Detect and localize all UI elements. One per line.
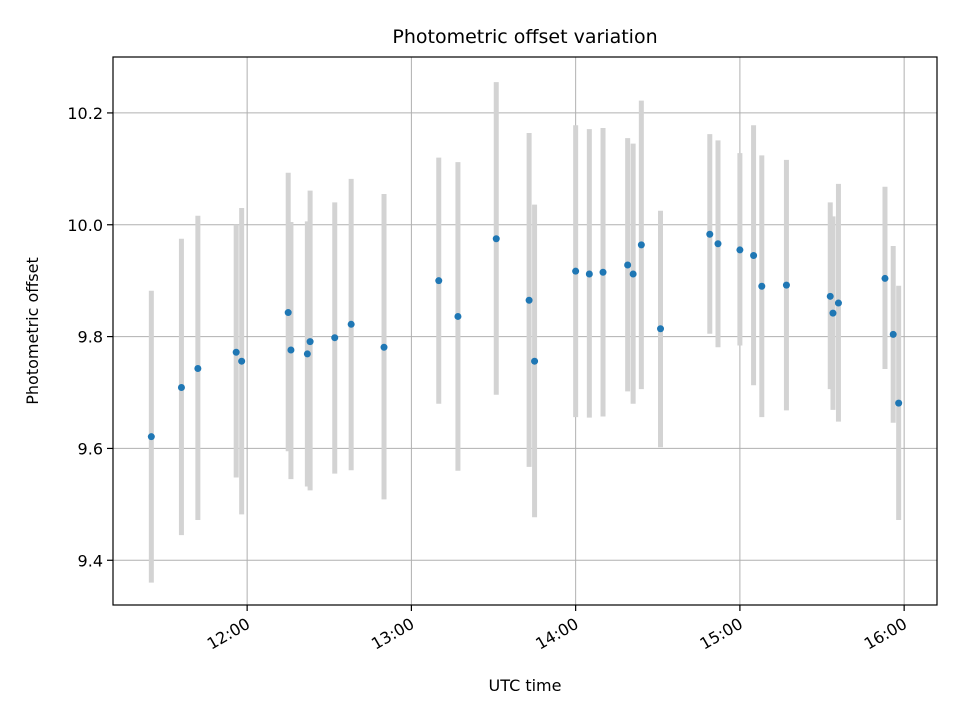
data-point — [585, 270, 593, 278]
data-point — [758, 282, 766, 290]
data-point — [454, 312, 462, 320]
plot-frame — [112, 56, 938, 606]
data-point — [736, 246, 744, 254]
data-point — [889, 330, 897, 338]
data-point — [492, 235, 500, 243]
data-point — [782, 281, 790, 289]
x-axis-title: UTC time — [489, 676, 562, 695]
data-point — [706, 230, 714, 238]
y-tick-label: 10.2 — [67, 104, 103, 123]
data-point — [525, 296, 533, 304]
data-point — [380, 343, 388, 351]
data-point — [750, 252, 758, 260]
data-point — [834, 299, 842, 307]
data-point — [624, 261, 632, 269]
data-point — [572, 267, 580, 275]
data-point — [657, 325, 665, 333]
data-point — [881, 274, 889, 282]
data-point — [637, 241, 645, 249]
data-point — [829, 309, 837, 317]
y-tick-label: 10.0 — [67, 216, 103, 235]
data-point — [147, 433, 155, 441]
data-point — [714, 240, 722, 248]
data-point — [895, 399, 903, 407]
data-points — [147, 230, 903, 441]
y-tick-label: 9.4 — [78, 551, 103, 570]
chart-title: Photometric offset variation — [392, 26, 657, 48]
data-point — [238, 357, 246, 365]
data-point — [284, 309, 292, 317]
data-point — [347, 320, 355, 328]
data-point — [629, 270, 637, 278]
data-point — [599, 268, 607, 276]
data-point — [232, 348, 240, 356]
data-point — [177, 383, 185, 391]
y-axis-title: Photometric offset — [23, 257, 42, 405]
y-tick-label: 9.6 — [78, 439, 103, 458]
data-point — [826, 292, 834, 300]
data-point — [531, 357, 539, 365]
data-point — [194, 364, 202, 372]
data-point — [287, 346, 295, 354]
data-point — [306, 338, 314, 346]
data-point — [331, 334, 339, 342]
y-tick-label: 9.8 — [78, 328, 103, 347]
data-point — [303, 350, 311, 358]
data-point — [435, 277, 443, 285]
